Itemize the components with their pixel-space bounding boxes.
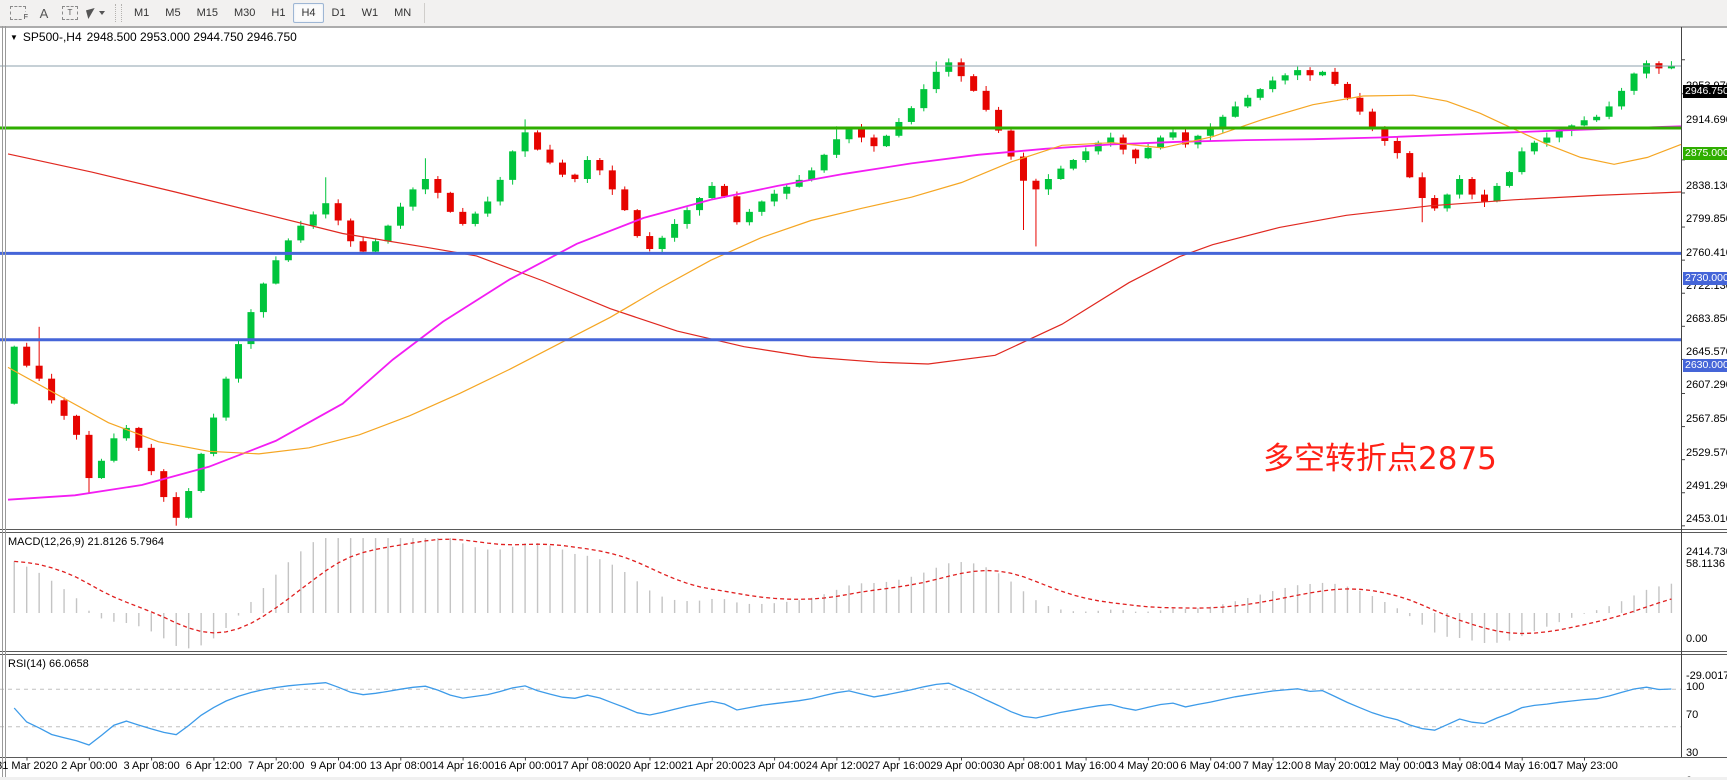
price-axis-label: 2529.570 — [1686, 446, 1727, 459]
date-label[interactable]: 14 Apr 16:00 — [431, 760, 495, 772]
drawing-tools-icon[interactable] — [84, 2, 108, 24]
cursor-icon — [85, 7, 98, 19]
date-label[interactable]: 30 Apr 08:00 — [992, 760, 1055, 772]
timeframe-m5[interactable]: M5 — [165, 7, 181, 19]
chart-window: ▼ SP500-,H4 2948.500 2953.000 2944.750 2… — [0, 26, 1727, 780]
ma-orange[interactable] — [7, 94, 1682, 455]
main-chart[interactable] — [0, 26, 1727, 780]
ohlc-values: 2948.500 2953.000 2944.750 2946.750 — [86, 30, 297, 44]
timeframe-d1[interactable]: D1 — [331, 7, 346, 19]
date-label[interactable]: 7 May 12:00 — [1242, 760, 1304, 772]
price-axis-label: 2799.850 — [1686, 212, 1727, 225]
date-label[interactable]: 21 Apr 20:00 — [681, 760, 744, 772]
date-label[interactable]: 8 May 20:00 — [1305, 760, 1366, 772]
price-axis-label: 2453.010 — [1686, 512, 1727, 525]
rsi-axis-label: 70 — [1686, 709, 1699, 722]
price-axis-label: 2414.730 — [1686, 545, 1727, 558]
timeframe-w1[interactable]: W1 — [361, 7, 379, 19]
timeframe-mn[interactable]: MN — [394, 7, 412, 19]
window-left-edge-inner — [5, 26, 6, 780]
date-label[interactable]: 12 May 00:00 — [1364, 760, 1431, 772]
dashed-frame-icon: F — [10, 6, 29, 23]
date-label[interactable]: 13 Apr 08:00 — [369, 760, 432, 772]
toolbar: F A T M1 M5 M15 M30 H1 H4 D1 W1 MN — [0, 0, 1727, 27]
collapse-triangle-icon[interactable]: ▼ — [10, 32, 18, 42]
date-label[interactable]: 6 May 04:00 — [1180, 760, 1241, 772]
chart-frame-icon[interactable]: F — [6, 2, 30, 24]
timeframe-m1[interactable]: M1 — [134, 7, 150, 19]
price-axis-label: 2914.690 — [1686, 113, 1727, 126]
chevron-down-icon — [99, 11, 105, 15]
macd-axis-label: -29.0017 — [1686, 670, 1727, 683]
price-axis-label: 2760.410 — [1686, 247, 1727, 260]
timeframe-m30[interactable]: M30 — [233, 7, 256, 19]
date-label[interactable]: 14 May 16:00 — [1488, 760, 1556, 772]
price-axis-label: 2491.290 — [1686, 479, 1727, 492]
date-label[interactable]: 31 Mar 2020 — [0, 760, 58, 772]
date-label[interactable]: 1 May 16:00 — [1055, 760, 1117, 772]
timeframe-h1[interactable]: H1 — [271, 7, 286, 19]
price-axis-label: 2567.850 — [1686, 413, 1727, 426]
font-icon[interactable]: A — [39, 5, 49, 21]
date-label[interactable]: 16 Apr 00:00 — [494, 760, 557, 772]
timeframe-bar: M1 M5 M15 M30 H1 H4 D1 W1 MN — [126, 3, 419, 23]
price-tag-2630000: 2630.000 — [1683, 358, 1727, 372]
date-label[interactable]: 27 Apr 16:00 — [867, 760, 931, 772]
price-axis-label: 2683.850 — [1686, 313, 1727, 326]
date-label[interactable]: 4 May 20:00 — [1118, 760, 1179, 772]
ma-magenta[interactable] — [7, 125, 1682, 501]
date-label[interactable]: 7 Apr 20:00 — [248, 760, 305, 772]
rsi-axis-label: 30 — [1686, 746, 1699, 759]
window-left-edge — [2, 26, 3, 780]
date-label[interactable]: 20 Apr 12:00 — [618, 760, 682, 772]
ma-red[interactable] — [7, 153, 1682, 365]
date-label[interactable]: 3 Apr 08:00 — [123, 760, 180, 772]
macd-label: MACD(12,26,9) 21.8126 5.7964 — [8, 536, 164, 548]
date-label[interactable]: 17 Apr 08:00 — [556, 760, 619, 772]
date-label[interactable]: 13 May 08:00 — [1426, 760, 1494, 772]
date-label[interactable]: 6 Apr 12:00 — [185, 760, 243, 772]
price-axis-label: 2607.290 — [1686, 379, 1727, 392]
price-tag-2946750: 2946.750 — [1683, 85, 1727, 98]
price-axis-label: 2838.130 — [1686, 179, 1727, 192]
chart-annotation-text: 多空转折点2875 — [1263, 441, 1497, 477]
bottom-strip — [0, 777, 1727, 780]
date-label[interactable]: 29 Apr 00:00 — [930, 760, 993, 772]
date-label[interactable]: 24 Apr 12:00 — [805, 760, 869, 772]
date-label[interactable]: 9 Apr 04:00 — [310, 760, 367, 772]
timeframe-h4[interactable]: H4 — [293, 3, 324, 23]
toolbar-grip[interactable] — [115, 4, 122, 22]
rsi-label: RSI(14) 66.0658 — [8, 658, 89, 670]
rsi-axis-label: 100 — [1686, 681, 1705, 693]
price-tag-2730000: 2730.000 — [1683, 272, 1727, 286]
date-label[interactable]: 17 May 23:00 — [1551, 760, 1618, 772]
macd-axis-label: 0.00 — [1686, 633, 1708, 645]
text-box-icon[interactable]: T — [58, 2, 82, 24]
symbol-ohlc-label: ▼ SP500-,H4 2948.500 2953.000 2944.750 2… — [10, 30, 297, 44]
macd-axis-label: 58.1136 — [1686, 558, 1725, 571]
date-label[interactable]: 2 Apr 00:00 — [61, 760, 118, 772]
price-tag-2875000: 2875.000 — [1683, 147, 1727, 160]
toolbar-separator — [424, 3, 426, 23]
price-axis-label: 2645.570 — [1686, 346, 1727, 359]
timeframe-m15[interactable]: M15 — [196, 7, 218, 19]
symbol-name: SP500-,H4 — [22, 30, 82, 44]
date-label[interactable]: 23 Apr 04:00 — [743, 760, 806, 772]
dashed-t-icon: T — [62, 6, 78, 20]
